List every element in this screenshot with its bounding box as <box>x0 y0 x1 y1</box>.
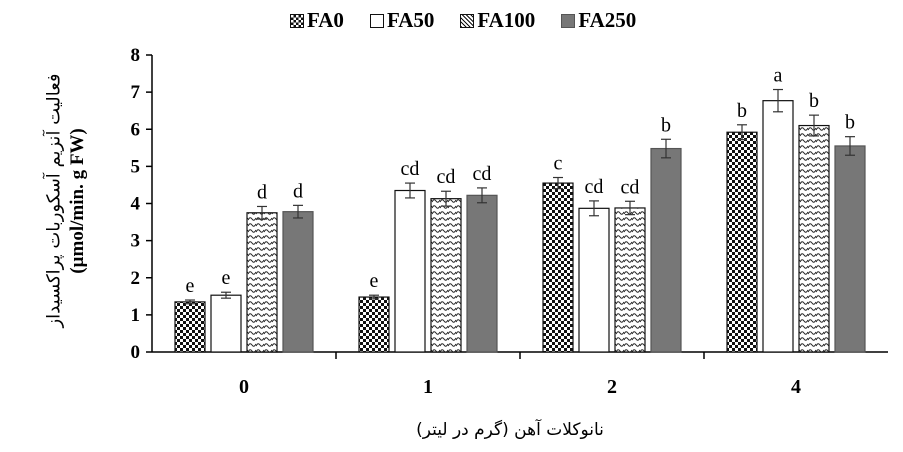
x-tick-label: 4 <box>791 376 801 398</box>
significance-letter: c <box>554 153 563 175</box>
legend-swatch-gray <box>561 13 576 28</box>
legend: FA0 FA50 FA100 FA250 <box>290 8 636 33</box>
bar-fa250-1 <box>466 194 498 353</box>
significance-letter: cd <box>585 176 604 198</box>
y-tick-label: 6 <box>131 119 141 140</box>
legend-label-fa50: FA50 <box>386 8 435 32</box>
legend-swatch-white <box>369 13 384 28</box>
bar-fa100-2 <box>614 207 646 353</box>
legend-item-fa0: FA0 <box>290 8 344 33</box>
bar-fa100-1 <box>430 198 462 353</box>
legend-swatch-wave <box>460 13 475 28</box>
bar-fa100-0 <box>246 212 278 353</box>
x-tick-label: 0 <box>239 376 249 398</box>
x-axis-title: نانوکلات آهن (گرم در لیتر) <box>416 420 604 440</box>
significance-letter: cd <box>401 158 420 180</box>
legend-label-fa0: FA0 <box>307 8 344 32</box>
legend-swatch-checker <box>290 13 304 28</box>
significance-letter: d <box>293 180 303 202</box>
bar-fa250-4 <box>834 145 866 353</box>
legend-item-fa50: FA50 <box>369 8 435 33</box>
y-tick-label: 8 <box>131 45 141 66</box>
legend-item-fa100: FA100 <box>460 8 535 33</box>
significance-letter: e <box>186 275 195 297</box>
significance-letter: e <box>222 267 231 289</box>
y-tick-label: 1 <box>131 305 141 326</box>
significance-letter: b <box>737 100 747 122</box>
bar-fa0-2 <box>542 182 574 353</box>
legend-label-fa250: FA250 <box>578 8 637 32</box>
y-tick-label: 5 <box>131 156 141 177</box>
significance-letter: b <box>809 90 819 112</box>
significance-letter: a <box>774 65 783 87</box>
significance-letter: b <box>845 112 855 134</box>
significance-letter: cd <box>621 176 640 198</box>
bar-fa0-1 <box>358 296 390 353</box>
y-tick-label: 7 <box>131 82 141 103</box>
bar-fa0-0 <box>174 301 206 353</box>
significance-letter: b <box>661 114 671 136</box>
legend-item-fa250: FA250 <box>561 8 636 33</box>
significance-letter: cd <box>437 166 456 188</box>
bar-fa0-4 <box>726 131 758 353</box>
bar-fa100-4 <box>798 124 830 353</box>
significance-letter: e <box>370 270 379 292</box>
bar-fa50-2 <box>578 207 610 353</box>
legend-label-fa100: FA100 <box>477 8 536 32</box>
bar-fa50-4 <box>762 100 794 353</box>
y-tick-label: 2 <box>131 268 141 289</box>
bar-fa50-1 <box>394 189 426 353</box>
bar-fa250-0 <box>282 211 314 353</box>
significance-letter: cd <box>473 163 492 185</box>
y-tick-label: 0 <box>131 342 141 363</box>
x-tick-label: 2 <box>607 376 617 398</box>
significance-letter: d <box>257 181 267 203</box>
y-tick-label: 4 <box>131 194 141 215</box>
bar-fa250-2 <box>650 147 682 353</box>
y-tick-label: 3 <box>131 231 141 252</box>
x-tick-label: 1 <box>423 376 433 398</box>
bar-fa50-0 <box>210 294 242 353</box>
